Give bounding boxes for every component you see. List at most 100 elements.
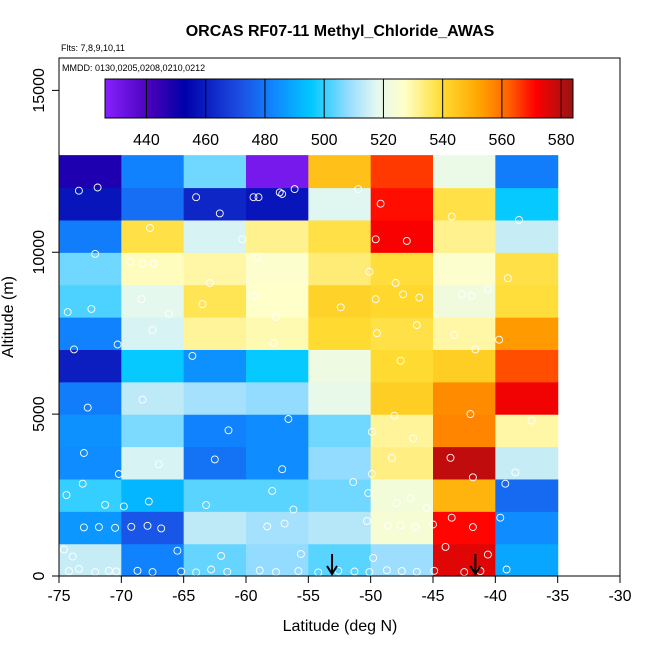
heatmap-cell (183, 155, 247, 189)
colorbar-tick-label: 540 (429, 132, 456, 149)
sample-point (496, 513, 505, 522)
heatmap-cell (246, 543, 309, 577)
sample-point (263, 522, 272, 531)
sample-point (119, 502, 128, 511)
heatmap-cell (183, 317, 247, 350)
sample-point (457, 290, 466, 299)
heatmap-cell (246, 155, 309, 189)
heatmap-cell (433, 187, 496, 221)
x-tick-label: -30 (608, 588, 631, 605)
colorbar-tick-label: 500 (311, 132, 338, 149)
sample-point (127, 522, 136, 531)
sample-point (369, 553, 378, 562)
sample-point (384, 521, 393, 530)
heatmap-cell (183, 187, 247, 221)
heatmap-cell (308, 252, 372, 286)
heatmap-cell (495, 349, 559, 383)
heatmap-cell (433, 446, 496, 480)
sample-point (202, 501, 211, 510)
heatmap-cell (246, 511, 309, 545)
sample-point (104, 566, 113, 575)
heatmap-cell (370, 478, 434, 512)
sample-point (365, 267, 374, 276)
sample-point (441, 542, 450, 551)
heatmap-cell (308, 155, 372, 189)
heatmap-cell (183, 478, 247, 512)
heatmap-cell (183, 349, 247, 383)
sample-point (402, 236, 411, 245)
sample-point (133, 566, 142, 575)
heatmap-cell (495, 219, 559, 253)
sample-point (376, 199, 385, 208)
heatmap-cell (370, 543, 434, 577)
heatmap-cell (370, 252, 434, 286)
heatmap-cell (495, 317, 559, 350)
heatmap-cell (121, 478, 185, 512)
heatmap-cell (246, 349, 309, 383)
heatmap-cell (433, 317, 496, 350)
sample-point (177, 567, 186, 576)
x-tick-label: -50 (359, 588, 382, 605)
sample-point (387, 453, 396, 462)
sample-point (68, 552, 77, 561)
heatmap-cell (433, 543, 496, 577)
heatmap-cell (59, 317, 122, 350)
sample-point (255, 566, 264, 575)
sample-point (137, 295, 146, 304)
sample-point (411, 523, 420, 532)
heatmap-cell (246, 381, 309, 415)
chart-title: ORCAS RF07-11 Methyl_Chloride_AWAS (186, 23, 495, 40)
heatmap-cell (370, 511, 434, 545)
sample-point (74, 564, 83, 573)
colorbar-tick-label: 480 (252, 132, 279, 149)
x-tick-label: -75 (47, 588, 70, 605)
heatmap-cell (121, 381, 185, 415)
sample-point (198, 300, 207, 309)
x-tick-label: -55 (297, 588, 320, 605)
sample-point (391, 279, 400, 287)
sample-point (396, 356, 405, 365)
heatmap-cell (495, 414, 559, 448)
heatmap-cell (183, 414, 247, 448)
heatmap-cell (308, 381, 372, 415)
heatmap-cell (183, 543, 247, 577)
x-tick-label: -70 (110, 588, 133, 605)
sample-point (412, 321, 421, 330)
sample-point (294, 567, 303, 576)
sample-point (336, 303, 345, 312)
sample-point (367, 470, 376, 478)
sample-point (238, 235, 247, 244)
colorbar-tick-label: 580 (548, 132, 575, 149)
sample-point (362, 517, 371, 525)
sample-point (113, 340, 122, 349)
sample-point (397, 567, 406, 576)
heatmap-cell (246, 317, 309, 350)
colorbar-tick-label: 440 (133, 132, 160, 149)
heatmap-cell (308, 284, 372, 318)
heatmap-cell (308, 511, 372, 545)
sample-point (101, 500, 110, 509)
sample-point (406, 494, 415, 503)
heatmap-cell (495, 511, 559, 545)
heatmap-cell (183, 284, 247, 318)
heatmap-cell (59, 543, 122, 577)
sample-point (269, 338, 278, 347)
colorbar-tick-label: 560 (489, 132, 516, 149)
heatmap-cell (433, 155, 496, 189)
heatmap-cell (370, 317, 434, 350)
heatmap-cell (246, 414, 309, 448)
sample-point (138, 259, 147, 268)
sample-point (290, 185, 299, 194)
sample-point (111, 523, 120, 532)
heatmap-cell (121, 446, 185, 480)
x-tick-label: -65 (172, 588, 195, 605)
heatmap-cell (433, 219, 496, 253)
sample-point (296, 550, 305, 558)
sample-point (271, 313, 280, 321)
sample-point (392, 499, 401, 508)
heatmap-cell (121, 349, 185, 383)
sample-point (275, 188, 284, 197)
arrow-head (326, 565, 338, 576)
heatmap-cell (121, 252, 185, 286)
sample-point (93, 183, 102, 192)
